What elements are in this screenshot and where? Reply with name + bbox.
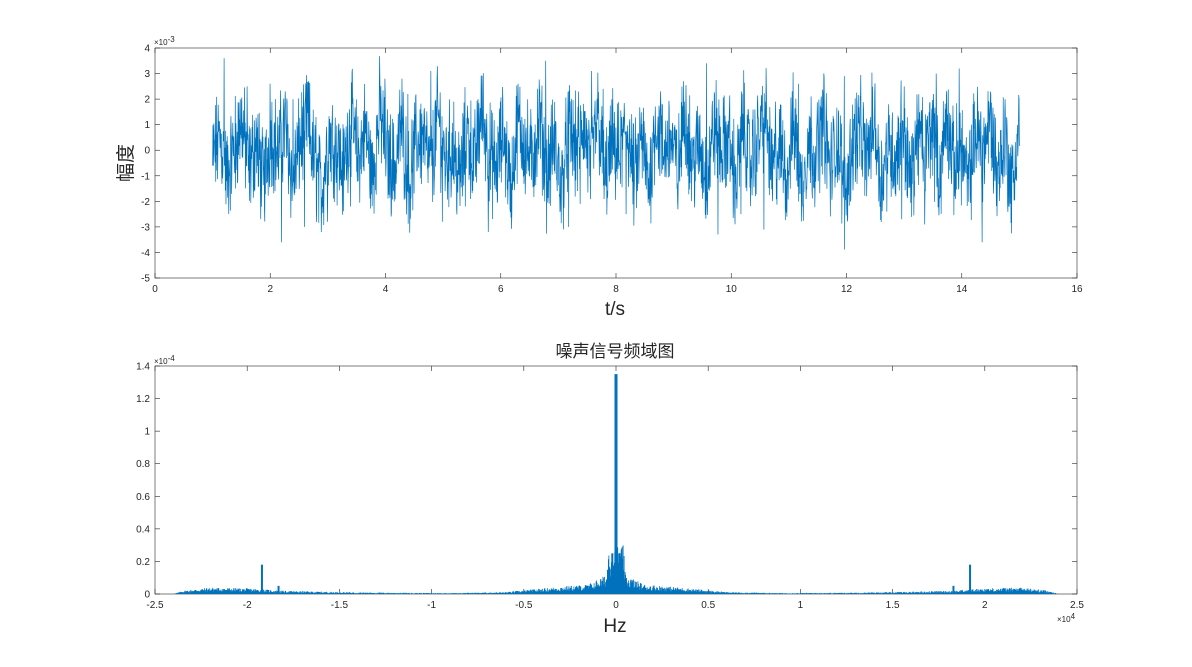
frequency-y-tick-label: 1.2 [136,394,150,405]
frequency-y-tick-label: 0 [144,590,150,601]
time-signal-line [212,56,1020,250]
time-x-tick-label: 14 [956,284,968,295]
frequency-spectrum-line [173,545,1059,594]
time-x-tick-label: 12 [841,284,853,295]
frequency-x-tick-label: 0.5 [701,600,715,611]
time-y-tick-label: 0 [144,146,150,157]
time-x-tick-label: 10 [726,284,738,295]
frequency-x-tick-label: -2.5 [146,600,164,611]
frequency-y-exponent: ×10-4 [154,354,175,366]
frequency-y-tick-label: 1 [144,427,150,438]
frequency-x-tick-label: 2 [982,600,988,611]
frequency-x-tick-label: 0 [613,600,619,611]
frequency-x-tick-label: -1.5 [331,600,349,611]
frequency-title: 噪声信号频域图 [556,342,675,362]
time-x-tick-label: 16 [1071,284,1083,295]
time-y-tick-label: -4 [141,248,150,259]
frequency-x-tick-label: -2 [243,600,252,611]
time-x-tick-label: 8 [613,284,619,295]
time-x-tick-label: 2 [267,284,273,295]
frequency-y-tick-label: 0.8 [136,459,150,470]
frequency-x-axis-label: Hz [603,616,626,637]
time-x-tick-label: 0 [152,284,158,295]
time-x-tick-label: 6 [498,284,504,295]
frequency-x-tick-label: 1 [798,600,804,611]
frequency-domain-axes: 噪声信号频域图 Hz ×10-4 ×104 -2.5 -2 -1.5 -1 -0.5 0 0… [136,342,1084,637]
frequency-x-exponent: ×104 [1057,612,1076,624]
time-y-axis-label: 幅度 [115,144,137,182]
time-y-exponent: ×10-3 [154,35,175,47]
frequency-y-tick-label: 0.2 [136,557,150,568]
frequency-y-tick-label: 1.4 [136,362,150,373]
frequency-y-tick-label: 0.4 [136,524,150,535]
frequency-x-tick-label: 1.5 [886,600,900,611]
time-y-tick-label: -5 [141,274,150,285]
time-domain-axes: 幅度 t/s ×10-3 0 2 4 6 8 10 12 14 16-5-4-3-2-10123… [115,35,1083,320]
time-x-axis-label: t/s [605,299,625,320]
frequency-x-tick-label: 2.5 [1070,600,1084,611]
frequency-x-tick-label: -0.5 [515,600,533,611]
frequency-y-tick-label: 0.6 [136,492,150,503]
time-y-tick-label: 4 [144,44,150,55]
time-y-tick-label: 3 [144,69,150,80]
time-y-tick-label: -1 [141,171,150,182]
time-y-tick-label: -2 [141,197,150,208]
time-y-tick-label: 2 [144,95,150,106]
frequency-x-tick-label: -1 [427,600,436,611]
time-y-tick-label: -3 [141,222,150,233]
time-y-tick-label: 1 [144,120,150,131]
time-x-tick-label: 4 [383,284,389,295]
